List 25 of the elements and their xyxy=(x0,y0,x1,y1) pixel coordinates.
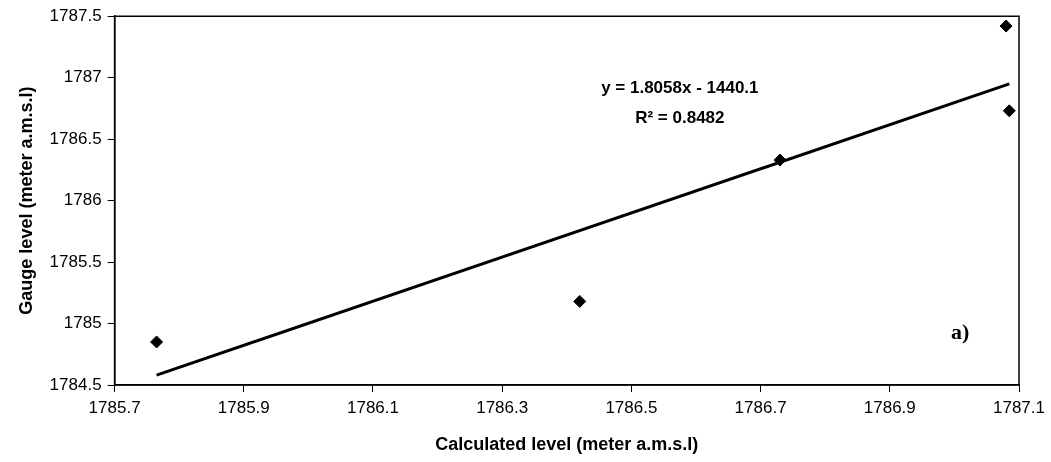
y-tick-label: 1785 xyxy=(63,313,102,333)
y-axis-title: Gauge level (meter a.m.s.l) xyxy=(15,86,36,315)
x-tick-label: 1786.5 xyxy=(605,397,658,417)
x-tick-label: 1786.1 xyxy=(347,397,399,417)
y-tick-label: 1786.5 xyxy=(49,128,102,148)
annotation: a) xyxy=(951,319,970,345)
point xyxy=(773,153,787,167)
x-tick-label: 1785.7 xyxy=(88,397,141,417)
x-axis-title: Calculated level (meter a.m.s.l) xyxy=(435,434,699,455)
y-tick-label: 1787.5 xyxy=(49,5,102,25)
annotation: R² = 0.8482 xyxy=(635,107,725,127)
x-tick-label: 1785.9 xyxy=(217,397,270,417)
x-tick-label: 1786.7 xyxy=(734,397,787,417)
x-tick-label: 1786.9 xyxy=(863,397,916,417)
point xyxy=(573,294,587,308)
x-tick-label: 1787.1 xyxy=(993,397,1045,417)
point xyxy=(999,19,1013,33)
y-tick-label: 1787 xyxy=(63,67,102,87)
y-tick-label: 1784.5 xyxy=(49,374,102,394)
point xyxy=(1002,104,1016,118)
y-tick-label: 1785.5 xyxy=(49,251,102,271)
x-tick-label: 1786.3 xyxy=(476,397,529,417)
point xyxy=(150,335,164,349)
annotation: y = 1.8058x - 1440.1 xyxy=(601,78,759,98)
y-tick-label: 1786 xyxy=(63,190,102,210)
